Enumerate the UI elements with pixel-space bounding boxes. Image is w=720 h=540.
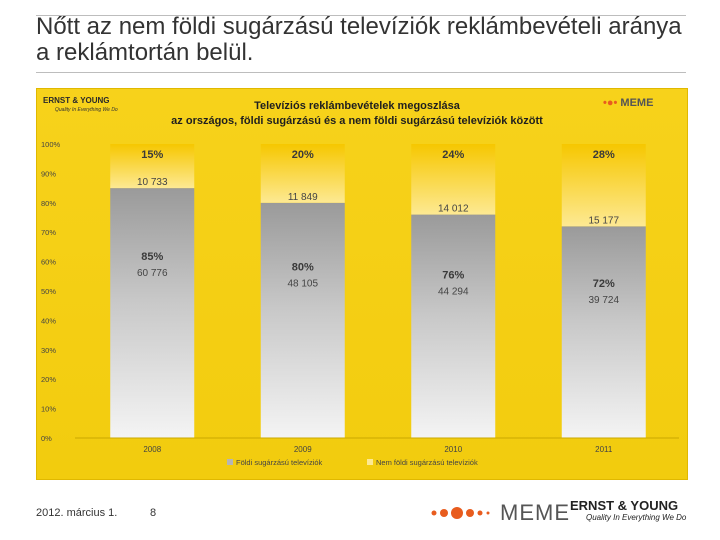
meme-logo-text: MEME <box>500 500 570 525</box>
y-tick-label: 80% <box>41 199 56 208</box>
y-tick-label: 30% <box>41 346 56 355</box>
bar-segment-foldi <box>411 214 496 438</box>
legend-label-foldi: Földi sugárzású televíziók <box>236 458 323 467</box>
data-label-amount: 11 849 <box>288 192 318 203</box>
data-label-percent: 76% <box>442 270 464 282</box>
legend-swatch-nem-foldi <box>367 459 373 465</box>
data-label-percent: 85% <box>141 251 163 263</box>
ernst-young-logo-small: ERNST & YOUNG <box>43 96 110 105</box>
x-tick-label: 2009 <box>294 445 312 454</box>
y-tick-label: 70% <box>41 228 56 237</box>
data-label-percent: 20% <box>292 149 314 161</box>
ernst-young-tagline-small: Quality In Everything We Do <box>55 107 118 113</box>
bar-segment-nem-foldi <box>110 144 195 189</box>
y-tick-label: 10% <box>41 405 56 414</box>
y-tick-label: 50% <box>41 287 56 296</box>
footer-date: 2012. március 1. <box>36 507 118 519</box>
y-tick-label: 20% <box>41 375 56 384</box>
data-label-amount: 10 733 <box>137 177 168 188</box>
bar-segment-nem-foldi <box>260 144 345 203</box>
data-label-amount: 48 105 <box>287 278 318 289</box>
data-label-amount: 60 776 <box>137 268 168 279</box>
title-rule-bottom <box>36 72 686 73</box>
data-label-percent: 80% <box>292 261 314 273</box>
chart-title-line2: az országos, földi sugárzású és a nem fö… <box>171 115 543 127</box>
data-label-percent: 24% <box>442 149 464 161</box>
meme-logo-small: •●• MEME <box>603 97 653 109</box>
y-tick-label: 90% <box>41 169 56 178</box>
y-tick-label: 40% <box>41 316 56 325</box>
data-label-amount: 14 012 <box>438 204 469 215</box>
meme-dots-icon: •●• <box>603 97 618 109</box>
chart-title: Televíziós reklámbevételek megoszlása az… <box>137 99 577 129</box>
slide-title: Nőtt az nem földi sugárzású televíziók r… <box>36 13 682 66</box>
chart-panel: ERNST & YOUNG Quality In Everything We D… <box>36 88 688 480</box>
ernst-young-tagline: Quality In Everything We Do <box>586 513 687 522</box>
x-tick-label: 2010 <box>444 445 462 454</box>
meme-logo-small-text: MEME <box>620 97 654 109</box>
bar-segment-nem-foldi <box>411 144 496 215</box>
meme-logo: MEME <box>430 500 570 526</box>
legend-swatch-foldi <box>227 459 233 465</box>
data-label-percent: 72% <box>593 278 615 290</box>
y-tick-label: 60% <box>41 258 56 267</box>
chart-title-line1: Televíziós reklámbevételek megoszlása <box>254 100 460 112</box>
data-label-amount: 39 724 <box>588 295 619 306</box>
data-label-amount: 15 177 <box>588 215 619 226</box>
x-tick-label: 2011 <box>595 445 613 454</box>
bar-segment-nem-foldi <box>561 144 646 227</box>
y-tick-label: 100% <box>41 140 61 149</box>
data-label-percent: 15% <box>141 149 163 161</box>
stacked-bar-chart: 0% 10% 20% 30% 40% 50% 60% 70% 80% 90% 100% 15% 10 7… <box>41 140 679 467</box>
bar-segment-foldi <box>110 188 195 438</box>
data-label-percent: 28% <box>593 149 615 161</box>
meme-dots-icon <box>431 507 490 519</box>
page-number: 8 <box>150 507 157 519</box>
data-label-amount: 44 294 <box>438 287 469 298</box>
y-tick-label: 0% <box>41 434 52 443</box>
bar-segment-foldi <box>561 226 646 438</box>
bar-segment-foldi <box>260 202 345 438</box>
x-tick-label: 2008 <box>143 445 161 454</box>
ernst-young-logo: ERNST & YOUNG Quality In Everything We D… <box>570 498 686 522</box>
legend-label-nem-foldi: Nem földi sugárzású televíziók <box>376 458 478 467</box>
ernst-young-name: ERNST & YOUNG <box>570 498 679 513</box>
title-rule-top <box>36 15 686 16</box>
